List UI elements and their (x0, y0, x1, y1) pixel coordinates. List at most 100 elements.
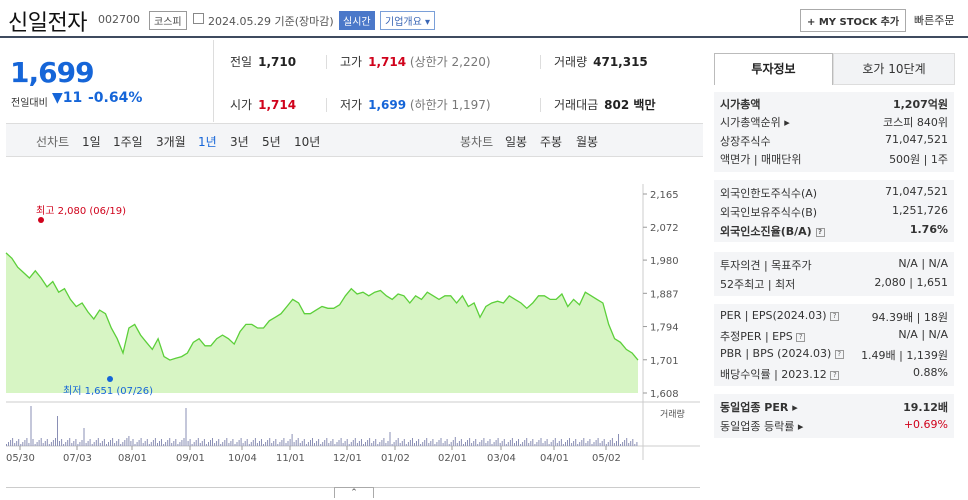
volume-bar (18, 439, 20, 446)
chevron-down-icon: ▾ (425, 17, 431, 28)
tab-1y[interactable]: 1년 (198, 135, 217, 149)
collapse-chart-button[interactable]: ⌃ (334, 487, 374, 498)
volume-bar (122, 442, 124, 446)
foreign-hold-row: 외국인보유주식수(B) 1,251,726 (720, 204, 948, 221)
my-stock-add-button[interactable]: + MY STOCK 추가 (800, 9, 907, 32)
volume-bar (516, 441, 517, 446)
volume-bar (493, 442, 495, 446)
tab-5y[interactable]: 5년 (262, 135, 281, 149)
volume-bar (234, 444, 236, 446)
volume-bar (24, 440, 26, 446)
volume-bar (40, 438, 42, 446)
volume-bar (46, 439, 48, 446)
volume-bar (456, 443, 458, 446)
volume-bar (562, 444, 564, 446)
y-tick-label: 1,608 (650, 389, 679, 400)
volume-bar (332, 439, 334, 446)
quick-order-button[interactable]: 빠른주문 (914, 14, 955, 27)
high-value: 1,714 (368, 55, 407, 69)
volume-bar (16, 441, 18, 446)
volume-bar (428, 443, 430, 446)
help-icon[interactable]: ? (796, 332, 806, 342)
tab-daily-candle[interactable]: 일봉 (505, 135, 528, 149)
volume-bar (193, 442, 195, 446)
volume-bar (181, 440, 183, 446)
volume-bar (434, 444, 436, 446)
volume-bar (114, 443, 116, 446)
volume-bar (354, 438, 356, 446)
tab-hoga-10[interactable]: 호가 10단계 (833, 53, 955, 85)
volume-bar (244, 441, 246, 446)
volume-bar (467, 440, 468, 446)
volume-bar (261, 439, 262, 446)
volume-bar (473, 441, 475, 446)
volume-bar (373, 441, 375, 446)
corp-overview-dropdown[interactable]: 기업개요 ▾ (380, 11, 436, 30)
x-tick-label: 01/02 (381, 453, 410, 464)
market-badge: 코스피 (149, 11, 187, 30)
volume-bar (305, 444, 307, 446)
volume-bar (485, 443, 487, 446)
per-row: PER | EPS(2024.03) ? 94.39배 | 18원 (720, 309, 948, 326)
tab-invest-info[interactable]: 투자정보 (714, 53, 833, 85)
per-value: 94.39배 | 18원 (871, 311, 948, 324)
tab-3m[interactable]: 3개월 (156, 135, 186, 149)
tab-monthly-candle[interactable]: 월봉 (576, 135, 599, 149)
x-tick-label: 10/04 (228, 453, 257, 464)
dividend-row: 배당수익률 | 2023.12 ? 0.88% (720, 366, 948, 383)
volume-bar (624, 440, 626, 446)
volume-bar (112, 438, 114, 446)
volume-bar (442, 443, 444, 446)
volume-bar (187, 441, 189, 446)
volume-bar (289, 439, 291, 446)
volume-bar (601, 441, 603, 446)
volume-bar (403, 439, 405, 446)
volume-bar (544, 441, 546, 446)
volume-bar (59, 441, 60, 446)
help-icon[interactable]: ? (830, 311, 840, 321)
volume-bar (397, 438, 399, 446)
high-price: 고가 1,714 (상한가 2,220) (340, 53, 491, 70)
volume-bar (412, 438, 413, 446)
volume-bar (97, 438, 99, 446)
volume-bar (405, 444, 407, 446)
volume-bar (458, 441, 460, 446)
volume-bar (416, 441, 417, 446)
tab-1w[interactable]: 1주일 (113, 135, 143, 149)
volume-bar (275, 439, 277, 446)
tab-weekly-candle[interactable]: 주봉 (540, 135, 563, 149)
volume-bar (369, 438, 371, 446)
x-tick-label: 08/01 (118, 453, 147, 464)
volume-bar (581, 440, 583, 446)
volume-bar (526, 438, 528, 446)
tab-1d[interactable]: 1일 (82, 135, 101, 149)
realtime-button[interactable]: 실시간 (339, 11, 375, 30)
foreign-ratio-value: 1.76% (909, 223, 948, 236)
volume-bar (375, 439, 377, 446)
volume-bar (507, 442, 509, 446)
volume-bar (444, 441, 446, 446)
volume-bar (550, 442, 552, 446)
tab-3y[interactable]: 3년 (230, 135, 249, 149)
tab-10y[interactable]: 10년 (294, 135, 321, 149)
low-label: 저가 (340, 98, 363, 112)
help-icon[interactable]: ? (830, 370, 840, 380)
volume-bar (232, 439, 234, 446)
volume-bar (152, 440, 154, 446)
info-section-5 (714, 394, 954, 438)
price-chart[interactable]: 2,165 2,072 1,980 1,887 1,794 1,701 1,608 05/3… (0, 170, 700, 500)
volume-bar (254, 438, 256, 446)
volume-bar (142, 443, 144, 446)
high-annotation: 최고 2,080 (06/19) (36, 205, 126, 217)
volume-bar (301, 441, 303, 446)
volume-bar (89, 439, 91, 446)
x-tick-label: 05/02 (592, 453, 621, 464)
volume-bar (236, 442, 238, 446)
help-icon[interactable]: ? (834, 349, 844, 359)
volume-bar (430, 441, 432, 446)
volume-bar (240, 438, 242, 446)
volume-bar (150, 442, 152, 446)
low-point-marker (107, 376, 113, 382)
price-change: ▼11 (52, 90, 83, 106)
help-icon[interactable]: ? (815, 227, 825, 237)
